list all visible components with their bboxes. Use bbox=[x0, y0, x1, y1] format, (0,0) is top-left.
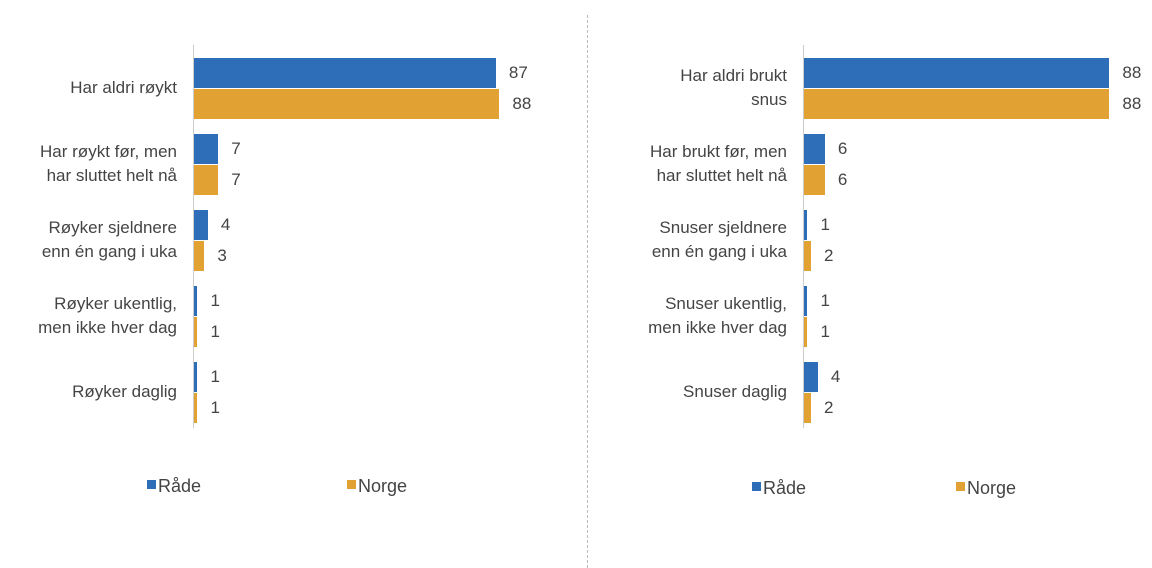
legend-swatch bbox=[752, 482, 761, 491]
value-label: 6 bbox=[837, 139, 848, 158]
bar bbox=[804, 210, 808, 240]
bar bbox=[804, 286, 808, 316]
legend-swatch bbox=[347, 480, 356, 489]
value-label: 1 bbox=[210, 291, 220, 310]
value-label: 1 bbox=[210, 398, 220, 417]
category-label: Snuser sjeldnere enn én gang i uka bbox=[651, 218, 787, 261]
category-label: Har aldri røykt bbox=[70, 78, 177, 97]
legend-swatch bbox=[147, 480, 156, 489]
bar bbox=[804, 317, 808, 347]
value-label: 4 bbox=[220, 215, 231, 234]
bar bbox=[194, 165, 219, 195]
category-label: Røyker sjeldnere enn én gang i uka bbox=[41, 218, 177, 261]
divider bbox=[587, 15, 588, 568]
axis-line bbox=[193, 45, 194, 428]
bar bbox=[194, 134, 219, 164]
value-label: 7 bbox=[231, 139, 241, 158]
value-label: 88 bbox=[512, 94, 532, 113]
value-label: 88 bbox=[1122, 63, 1142, 82]
bar bbox=[804, 393, 811, 423]
value-label: 7 bbox=[231, 170, 241, 189]
legend-swatch bbox=[956, 482, 965, 491]
category-label: Snuser ukentlig, men ikke hver dag bbox=[648, 294, 787, 337]
bar bbox=[804, 134, 825, 164]
legend-label: Norge bbox=[967, 478, 1017, 498]
category-label: Har brukt før, men har sluttet helt nå bbox=[650, 142, 787, 185]
value-label: 1 bbox=[820, 322, 830, 341]
bar bbox=[804, 165, 825, 195]
bar bbox=[194, 241, 205, 271]
bar bbox=[194, 317, 198, 347]
legend-label: Råde bbox=[763, 478, 807, 498]
bar bbox=[804, 58, 1110, 88]
bar bbox=[804, 362, 818, 392]
bar bbox=[804, 89, 1110, 119]
value-label: 3 bbox=[217, 246, 227, 265]
category-label: Har røykt før, men har sluttet helt nå bbox=[40, 142, 177, 185]
bar bbox=[804, 241, 811, 271]
value-label: 4 bbox=[830, 367, 841, 386]
value-label: 1 bbox=[210, 322, 220, 341]
axis-line bbox=[803, 45, 804, 428]
bar bbox=[194, 58, 496, 88]
value-label: 1 bbox=[210, 367, 220, 386]
category-label: Snuser daglig bbox=[683, 382, 787, 401]
bar bbox=[194, 286, 198, 316]
category-label: Røyker daglig bbox=[72, 382, 177, 401]
value-label: 1 bbox=[820, 291, 830, 310]
value-label: 6 bbox=[837, 170, 848, 189]
value-label: 2 bbox=[823, 246, 834, 265]
bar bbox=[194, 210, 208, 240]
value-label: 87 bbox=[508, 63, 528, 82]
value-label: 2 bbox=[823, 398, 834, 417]
bar bbox=[194, 362, 198, 392]
value-label: 1 bbox=[820, 215, 830, 234]
legend-label: Råde bbox=[158, 476, 202, 496]
category-label: Røyker ukentlig, men ikke hver dag bbox=[38, 294, 177, 337]
bar bbox=[194, 393, 198, 423]
value-label: 88 bbox=[1122, 94, 1142, 113]
legend-label: Norge bbox=[358, 476, 408, 496]
bar bbox=[194, 89, 500, 119]
category-label: Har aldri brukt snus bbox=[680, 66, 787, 109]
